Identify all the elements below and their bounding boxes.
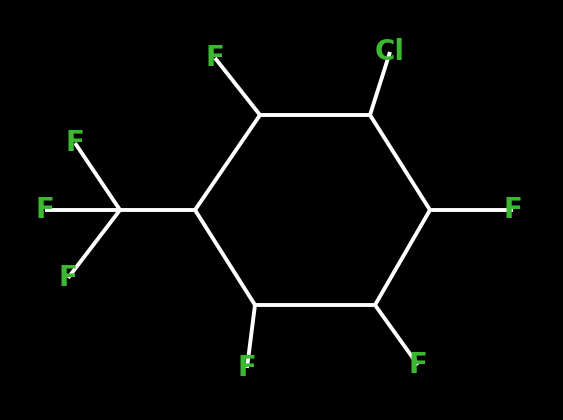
Text: F: F <box>238 354 256 382</box>
Text: F: F <box>503 196 522 224</box>
Text: F: F <box>65 129 84 157</box>
Text: Cl: Cl <box>375 38 405 66</box>
Text: F: F <box>205 44 225 72</box>
Text: F: F <box>409 351 427 379</box>
Text: F: F <box>59 264 78 292</box>
Text: F: F <box>35 196 55 224</box>
